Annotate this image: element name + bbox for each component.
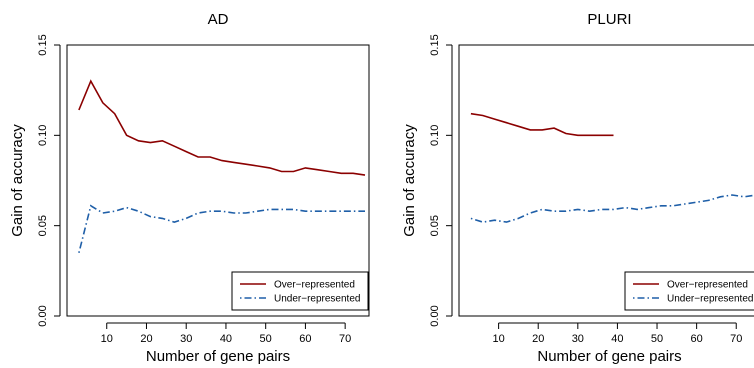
legend-label: Over−represented	[274, 280, 355, 291]
legend: Over−represented Under−represented	[624, 271, 754, 311]
series-line-under-represented	[78, 204, 365, 253]
y-tick-label: 0.15	[429, 34, 441, 55]
y-axis-label: Gain of accuracy	[401, 124, 418, 237]
plot-frame	[66, 44, 370, 317]
legend: Over−represented Under−represented	[231, 271, 369, 311]
x-tick-label: 20	[140, 333, 152, 345]
y-axis-label: Gain of accuracy	[9, 124, 26, 237]
y-tick-label: 0.00	[37, 305, 49, 326]
y-tick-label: 0.15	[37, 34, 49, 55]
x-tick-label: 70	[339, 333, 351, 345]
series-line-over-represented	[470, 112, 614, 137]
legend-label: Under−represented	[667, 294, 753, 305]
plot-frame	[458, 44, 754, 317]
x-tick-label: 40	[220, 333, 232, 345]
x-axis-label: Number of gene pairs	[146, 348, 290, 365]
y-tick-label: 0.10	[429, 125, 441, 146]
chart-panel-1: Over−represented Under−represented	[54, 44, 370, 329]
legend-box	[624, 271, 754, 311]
x-tick-label: 30	[180, 333, 192, 345]
chart-title: PLURI	[587, 11, 631, 28]
legend-label: Over−represented	[667, 280, 748, 291]
x-tick-label: 60	[691, 333, 703, 345]
x-axis-label: Number of gene pairs	[537, 348, 681, 365]
x-tick-label: 10	[492, 333, 504, 345]
x-tick-label: 60	[299, 333, 311, 345]
series-line-under-represented	[470, 194, 754, 223]
y-tick-label: 0.00	[429, 305, 441, 326]
y-tick-label: 0.05	[429, 215, 441, 236]
x-tick-label: 70	[730, 333, 742, 345]
legend-box	[231, 271, 369, 311]
legend-label: Under−represented	[274, 294, 360, 305]
x-tick-label: 10	[101, 333, 113, 345]
chart-panel-2: Over−represented Under−represented	[446, 44, 754, 329]
x-tick-label: 20	[532, 333, 544, 345]
x-tick-label: 50	[651, 333, 663, 345]
x-tick-label: 30	[572, 333, 584, 345]
series-line-over-represented	[78, 79, 366, 176]
y-tick-label: 0.05	[37, 215, 49, 236]
chart-title: AD	[208, 11, 229, 28]
x-tick-label: 50	[260, 333, 272, 345]
y-tick-label: 0.10	[37, 125, 49, 146]
x-tick-label: 40	[611, 333, 623, 345]
